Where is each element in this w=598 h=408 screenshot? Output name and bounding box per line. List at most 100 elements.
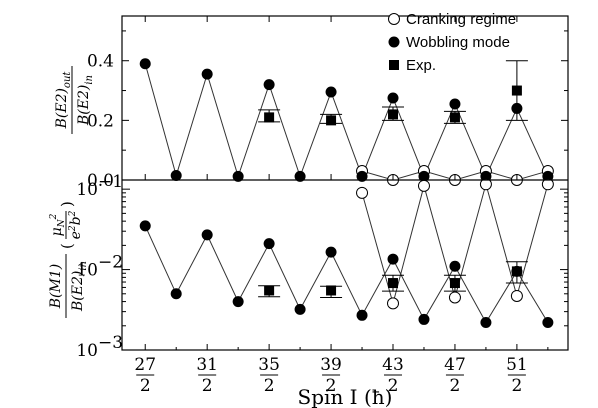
top-y-label-num-sub: out	[62, 71, 73, 88]
top-y-label-denominator: B(E2)in	[76, 75, 95, 126]
bottom-y-label-unit-mu-sup: 2	[49, 213, 59, 220]
bottom-wobbling-point	[170, 288, 182, 300]
top-wobbling-point	[356, 170, 368, 182]
bottom-cranking-point	[448, 291, 461, 304]
x-axis-label: Spin I (ħ)	[298, 385, 393, 408]
bottom-wobbling-point	[356, 309, 368, 321]
y-tick-base: 10	[76, 180, 98, 200]
bottom-wobbling-point	[139, 220, 151, 232]
top-exp-point	[264, 112, 275, 123]
y-tick-base: 10	[76, 261, 98, 281]
top-exp-point	[388, 109, 399, 120]
top-wobbling-point	[139, 58, 151, 70]
x-tick-label-denominator: 2	[140, 376, 151, 396]
bottom-exp-point	[388, 278, 399, 289]
bottom-wobbling-point	[449, 260, 461, 272]
top-y-label-den-sub: in	[84, 75, 95, 85]
bottom-cranking-point	[387, 297, 400, 310]
plot-frame	[121, 15, 569, 351]
x-tick-label-numerator: 39	[320, 355, 342, 375]
top-wobbling-point	[387, 92, 399, 104]
y-tick-label-top: 0.2	[87, 111, 114, 131]
bottom-exp-point	[326, 285, 337, 296]
bottom-wobbling-point	[232, 296, 244, 308]
y-tick-exponent: −1	[98, 172, 123, 192]
y-tick-label-bottom: 10	[76, 341, 98, 361]
bottom-y-label-close-paren: )	[58, 201, 76, 207]
x-tick-label-numerator: 27	[134, 355, 156, 375]
bottom-y-label-open-paren: (	[58, 243, 76, 249]
x-tick-label-denominator: 2	[202, 376, 213, 396]
bottom-exp-point	[511, 266, 522, 277]
top-wobbling-point	[232, 170, 244, 182]
plot-border	[121, 15, 569, 351]
bottom-cranking-point	[356, 186, 369, 199]
bottom-y-label-unit-e: e	[68, 231, 84, 239]
legend-label: Exp.	[406, 57, 436, 74]
bottom-y-label-numerator: B(M1)	[48, 264, 64, 309]
x-tick-label-denominator: 2	[511, 376, 522, 396]
legend: Cranking regime Wobbling mode Exp.	[388, 11, 516, 74]
open-circle-icon	[388, 13, 400, 25]
x-tick-label-denominator: 2	[450, 376, 461, 396]
top-exp-point	[326, 115, 337, 126]
top-wobbling-point	[325, 86, 337, 98]
x-tick-label-numerator: 43	[382, 355, 404, 375]
bottom-wobbling-point	[480, 316, 492, 328]
bottom-y-label-unit-b-sup: 2	[68, 210, 78, 217]
bottom-y-label-den: B(E2)	[70, 271, 86, 312]
bottom-wobbling-point	[201, 229, 213, 241]
top-wobbling-point	[449, 98, 461, 110]
x-tick-label-numerator: 31	[196, 355, 218, 375]
top-y-label-num: B(E2)	[54, 88, 70, 129]
bottom-y-label-denominator: B(E2)in	[70, 261, 89, 312]
bottom-y-label-unit-b: b	[68, 216, 84, 225]
x-tick-label-denominator: 2	[388, 376, 399, 396]
legend-label: Wobbling mode	[406, 34, 510, 51]
x-tick-label-denominator: 2	[326, 376, 337, 396]
x-tick-label-numerator: 47	[444, 355, 466, 375]
filled-circle-icon	[388, 36, 400, 48]
bottom-filled-circle-line	[144, 225, 549, 324]
top-y-label-numerator: B(E2)out	[54, 71, 73, 130]
bottom-wobbling-point	[418, 313, 430, 325]
bottom-y-label-unit-mu-sub: N	[57, 218, 67, 228]
y-tick-label-bottom: 10	[76, 180, 98, 200]
bottom-exp-point	[449, 278, 460, 289]
bottom-wobbling-point	[542, 316, 554, 328]
bottom-panel: 10−310−210−1	[76, 172, 568, 361]
bottom-cranking-point	[510, 289, 523, 302]
y-tick-exponent: −2	[98, 253, 123, 273]
top-wobbling-point	[170, 170, 182, 182]
filled-square-icon	[389, 60, 399, 70]
top-wobbling-point	[263, 79, 275, 91]
bottom-y-label-unit-numerator: μN2	[49, 213, 67, 236]
legend-label: Cranking regime	[406, 11, 516, 28]
x-tick-label-denominator: 2	[264, 376, 275, 396]
bottom-y-label-unit-e-sup: 2	[68, 225, 78, 232]
y-tick-label-top: 0.0	[87, 171, 114, 191]
top-panel: 0.0 0.2 0.4	[87, 30, 568, 191]
bottom-y-label-den-sub: in	[78, 261, 89, 271]
y-tick-base: 10	[76, 341, 98, 361]
top-wobbling-point	[201, 68, 213, 80]
bottom-cranking-point	[417, 179, 430, 192]
y-tick-label-top: 0.4	[87, 52, 114, 72]
bottom-wobbling-point	[263, 238, 275, 250]
y-tick-exponent: −3	[98, 333, 123, 353]
top-exp-point	[449, 112, 460, 123]
bottom-wobbling-point	[294, 303, 306, 315]
bottom-y-label-unit-mu: μ	[49, 227, 65, 236]
top-exp-point	[511, 85, 522, 96]
x-tick-label-numerator: 51	[506, 355, 528, 375]
bottom-exp-point	[264, 285, 275, 296]
bottom-wobbling-point	[325, 246, 337, 258]
x-tick-label-numerator: 35	[258, 355, 280, 375]
y-tick-label-bottom: 10	[76, 261, 98, 281]
bottom-wobbling-point	[387, 253, 399, 265]
